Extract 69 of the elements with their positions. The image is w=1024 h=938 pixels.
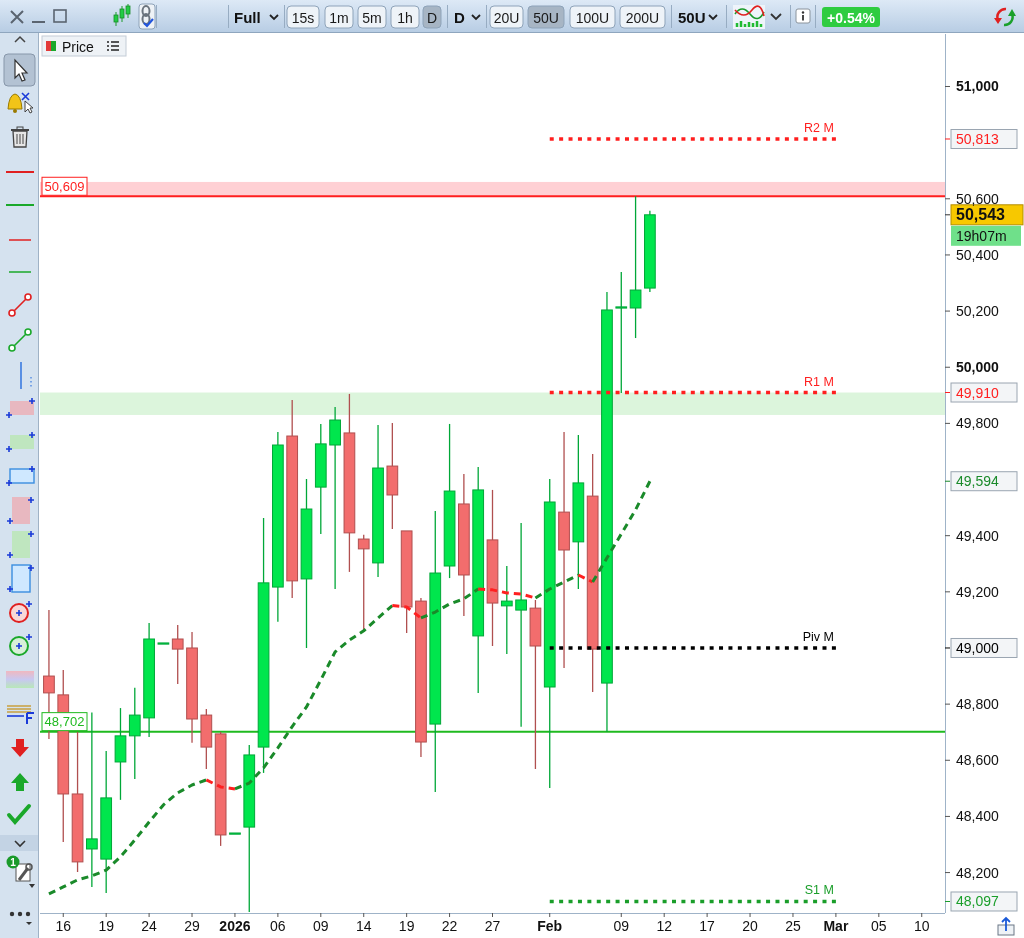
text: 15s bbox=[291, 9, 315, 26]
x-tick-label: 25 bbox=[785, 918, 801, 934]
y-tick-label: 50,200 bbox=[956, 303, 1000, 320]
x-tick-label: 2026 bbox=[219, 918, 251, 934]
ref-line-label: 48,702 bbox=[44, 714, 85, 730]
x-tick-label: 14 bbox=[355, 918, 372, 934]
series-label: R1 M bbox=[804, 374, 834, 389]
x-tick-label: 17 bbox=[699, 918, 716, 934]
text: +0.54% bbox=[827, 9, 876, 26]
y-tick-label: 50,813 bbox=[956, 131, 1000, 147]
x-tick-label: 19 bbox=[98, 918, 115, 934]
y-tick-label: 49,910 bbox=[956, 384, 1000, 401]
x-tick-label: 29 bbox=[184, 918, 201, 934]
candlestick bbox=[86, 711, 98, 888]
y-tick-label: 51,000 bbox=[956, 78, 1000, 95]
text: 50U bbox=[533, 9, 559, 26]
text: 200U bbox=[625, 9, 660, 26]
y-tick-label: 48,200 bbox=[956, 864, 1000, 881]
candlestick bbox=[128, 687, 141, 780]
candlestick bbox=[615, 271, 628, 394]
text: 100U bbox=[575, 9, 610, 26]
y-tick-label: 48,600 bbox=[956, 752, 1000, 769]
candlestick bbox=[500, 565, 513, 655]
x-tick-label: 24 bbox=[141, 918, 158, 934]
candlestick bbox=[171, 624, 184, 685]
x-tick-label: 09 bbox=[613, 918, 630, 934]
text: D bbox=[426, 9, 438, 26]
text: 5m bbox=[362, 9, 382, 26]
line-series bbox=[591, 479, 652, 584]
x-tick-label: Mar bbox=[823, 918, 849, 934]
x-tick-label: 12 bbox=[656, 918, 673, 934]
y-tick-label: 49,000 bbox=[956, 639, 1000, 656]
x-tick-label: 27 bbox=[484, 918, 501, 934]
x-tick-label: 06 bbox=[270, 918, 286, 934]
y-tick-label: 48,097 bbox=[956, 893, 1000, 910]
x-tick-label: 09 bbox=[313, 918, 329, 934]
text: 50U bbox=[678, 8, 706, 26]
text: 19h07m bbox=[956, 227, 1007, 244]
text: 1h bbox=[397, 9, 413, 26]
candlestick bbox=[357, 534, 370, 631]
x-tick-label: Feb bbox=[537, 918, 563, 934]
ref-line-label: 50,609 bbox=[44, 178, 85, 194]
x-tick-label: 16 bbox=[55, 918, 72, 934]
x-tick-label: 19 bbox=[398, 918, 415, 934]
x-tick-label: 05 bbox=[871, 918, 887, 934]
x-tick-label: 10 bbox=[913, 918, 930, 934]
text: 1 bbox=[10, 857, 17, 868]
text: Full bbox=[234, 8, 261, 26]
text: 20U bbox=[493, 9, 520, 26]
y-tick-label: 50,400 bbox=[956, 246, 1000, 263]
series-label: Piv M bbox=[802, 629, 834, 644]
chart-title: Price bbox=[62, 38, 95, 55]
candlestick bbox=[629, 195, 642, 339]
y-tick-label: 49,400 bbox=[956, 527, 1000, 544]
y-tick-label: 50,600 bbox=[956, 190, 1000, 207]
text: 1m bbox=[329, 9, 349, 26]
x-tick-label: 20 bbox=[742, 918, 759, 934]
y-tick-label: 49,200 bbox=[956, 583, 1000, 600]
text: D bbox=[454, 8, 465, 26]
series-label: S1 M bbox=[804, 883, 834, 898]
x-tick-label: 22 bbox=[441, 918, 458, 934]
series-label: R2 M bbox=[804, 121, 834, 135]
y-tick-label: 49,800 bbox=[956, 415, 1000, 432]
y-tick-label: 48,400 bbox=[956, 808, 1000, 825]
y-tick-label: 48,800 bbox=[956, 696, 1000, 713]
y-tick-label: 50,000 bbox=[956, 359, 1000, 376]
candlestick bbox=[515, 522, 527, 728]
y-tick-label: 50,543 bbox=[956, 206, 1006, 224]
y-tick-label: 49,594 bbox=[956, 473, 1000, 490]
